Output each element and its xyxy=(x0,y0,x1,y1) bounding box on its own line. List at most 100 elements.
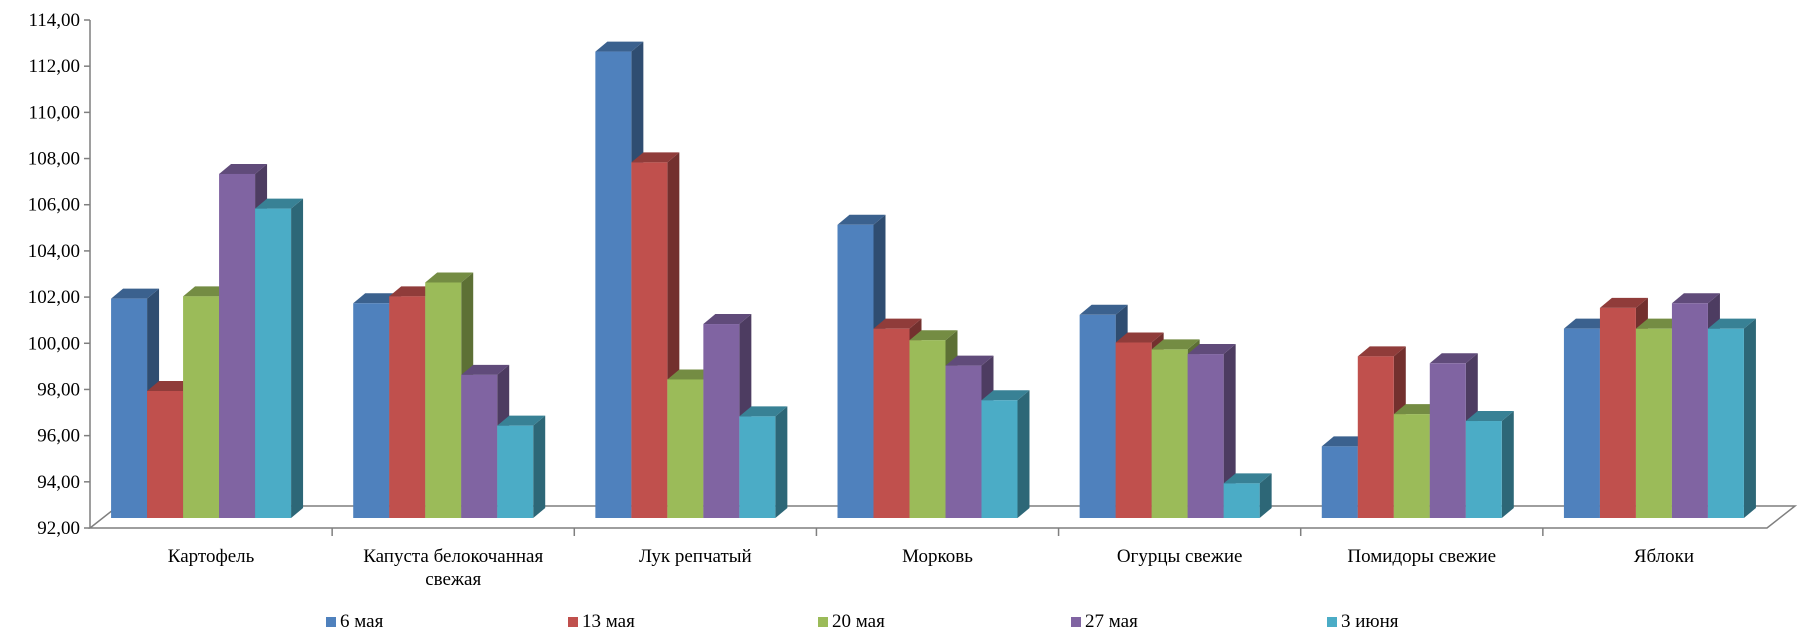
y-axis: 92,00 94,00 96,00 98,00 100,00 102,00 104,00 10… xyxy=(28,10,1544,539)
legend-item: 13 мая xyxy=(568,611,635,632)
legend: 6 мая 13 мая 20 мая 27 мая 3 июня xyxy=(326,611,1399,632)
y-tick-label: 108,00 xyxy=(28,149,80,170)
bar-front xyxy=(1635,328,1672,518)
bar-side xyxy=(533,415,546,518)
bar-side xyxy=(1501,411,1514,518)
bar-front xyxy=(461,374,498,518)
bar xyxy=(497,415,546,518)
y-tick-label: 96,00 xyxy=(37,426,80,447)
bar-front xyxy=(1563,328,1600,518)
bar-top xyxy=(1115,332,1164,343)
bar-front xyxy=(1115,342,1152,518)
bar-top xyxy=(631,152,680,163)
bar xyxy=(837,214,886,518)
bar-front xyxy=(739,416,776,518)
legend-item: 6 мая xyxy=(326,611,384,632)
bar-side xyxy=(1017,390,1030,518)
bar-top xyxy=(837,214,886,225)
x-tick-label: Морковь xyxy=(902,546,973,567)
y-tick-label: 92,00 xyxy=(37,518,80,539)
legend-label: 3 июня xyxy=(1341,611,1399,632)
bar-top xyxy=(219,163,268,174)
bar-top xyxy=(1429,353,1478,364)
y-tick-label: 94,00 xyxy=(37,472,80,493)
bar-front xyxy=(1357,356,1394,518)
y-tick-label: 110,00 xyxy=(28,102,80,123)
bar-front xyxy=(703,324,740,518)
bar xyxy=(739,406,788,518)
legend-swatch xyxy=(1327,617,1337,627)
bar-front xyxy=(111,298,148,518)
x-tick-label: Яблоки xyxy=(1634,546,1694,567)
bar xyxy=(1321,436,1370,518)
x-tick-label: Капуста белокочанная xyxy=(363,546,543,567)
bar-side xyxy=(775,406,788,518)
bar xyxy=(255,198,304,518)
x-tick-label: Лук репчатый xyxy=(639,546,752,567)
y-tick-label: 114,00 xyxy=(28,10,80,31)
bar-top xyxy=(111,288,160,299)
bar-front xyxy=(353,303,390,518)
bar-front xyxy=(389,296,426,518)
bar-top xyxy=(1357,346,1406,357)
bar-top xyxy=(461,364,510,375)
legend-swatch xyxy=(568,617,578,627)
bar xyxy=(111,288,160,518)
bar xyxy=(1465,411,1514,518)
bar-front xyxy=(1707,328,1744,518)
bar-front xyxy=(945,365,982,518)
bar-front xyxy=(1321,446,1358,518)
bar-side xyxy=(1259,473,1272,518)
bar-top xyxy=(1223,473,1272,484)
legend-item: 20 мая xyxy=(818,611,885,632)
bar-front xyxy=(497,425,534,518)
legend-label: 6 мая xyxy=(340,611,384,632)
bar-top xyxy=(595,41,644,52)
bar xyxy=(389,286,438,518)
bar-front xyxy=(255,208,292,518)
bar-front xyxy=(147,391,184,518)
bar-top xyxy=(1079,304,1128,315)
bar xyxy=(1707,318,1756,518)
bar-front xyxy=(1223,483,1260,518)
bar-top xyxy=(703,314,752,325)
y-tick-label: 106,00 xyxy=(28,195,80,216)
bar xyxy=(1187,344,1236,518)
bar-top xyxy=(1151,339,1200,350)
bar-top xyxy=(425,272,474,283)
bar-front xyxy=(667,379,704,518)
bar-top xyxy=(1465,411,1514,422)
bar-front xyxy=(873,328,910,518)
bar-front xyxy=(425,282,462,518)
legend-swatch xyxy=(326,617,336,627)
y-tick-label: 112,00 xyxy=(28,56,80,77)
bar-top xyxy=(981,390,1030,401)
y-tick-label: 102,00 xyxy=(28,287,80,308)
bar-front xyxy=(837,224,874,518)
bar xyxy=(909,330,958,518)
y-tick-label: 104,00 xyxy=(28,241,80,262)
x-tick-label: свежая xyxy=(425,569,481,590)
bar-top xyxy=(909,330,958,341)
legend-label: 27 мая xyxy=(1085,611,1138,632)
bar-front xyxy=(1187,354,1224,518)
bar xyxy=(981,390,1030,518)
x-tick-label: Огурцы свежие xyxy=(1117,546,1243,567)
bar-top xyxy=(739,406,788,417)
bar-front xyxy=(595,51,632,519)
bar-top xyxy=(945,355,994,366)
bar-front xyxy=(1671,303,1708,518)
bar-front xyxy=(183,296,220,518)
bar-front xyxy=(1599,307,1636,518)
bar-front xyxy=(219,173,256,519)
bar-front xyxy=(631,162,668,518)
bar-front xyxy=(1079,314,1116,518)
bar xyxy=(1223,473,1272,518)
bar-top xyxy=(255,198,304,209)
legend-item: 27 мая xyxy=(1071,611,1138,632)
bar-front xyxy=(1151,349,1188,518)
bar-front xyxy=(909,340,946,518)
legend-label: 20 мая xyxy=(832,611,885,632)
